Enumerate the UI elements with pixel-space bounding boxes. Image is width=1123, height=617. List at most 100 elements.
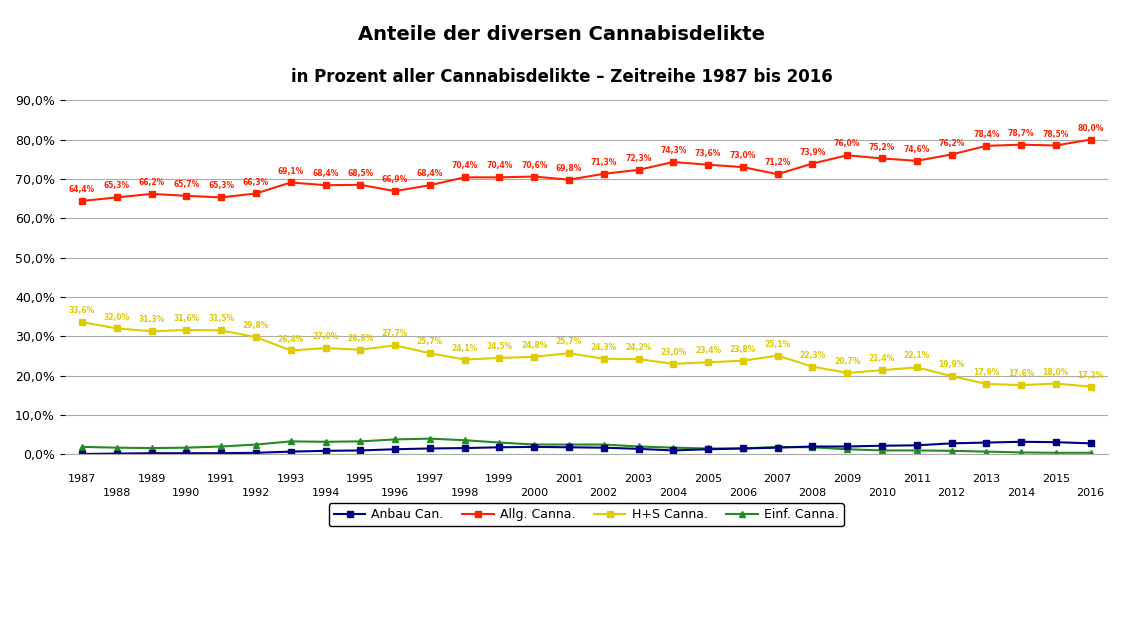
- Allg. Canna.: [249, 190, 263, 197]
- Text: 71,2%: 71,2%: [765, 158, 791, 167]
- Einf. Canna.: [944, 447, 958, 455]
- Text: 24,5%: 24,5%: [486, 342, 512, 351]
- Anbau Can.: [110, 450, 124, 457]
- Text: 72,3%: 72,3%: [626, 154, 651, 163]
- Text: 33,6%: 33,6%: [69, 306, 95, 315]
- H+S Canna.: [1014, 381, 1028, 389]
- Text: 2013: 2013: [973, 474, 1001, 484]
- Text: 2008: 2008: [798, 487, 827, 498]
- Text: 65,3%: 65,3%: [103, 181, 130, 191]
- Text: 65,3%: 65,3%: [208, 181, 235, 191]
- Allg. Canna.: [910, 157, 923, 165]
- Text: 22,1%: 22,1%: [904, 352, 930, 360]
- Text: 25,7%: 25,7%: [417, 337, 442, 346]
- Allg. Canna.: [563, 176, 576, 183]
- Text: 24,1%: 24,1%: [451, 344, 477, 352]
- Text: 68,5%: 68,5%: [347, 169, 374, 178]
- Text: 73,6%: 73,6%: [695, 149, 721, 158]
- Text: 76,0%: 76,0%: [834, 139, 860, 148]
- Einf. Canna.: [458, 436, 472, 444]
- Einf. Canna.: [667, 444, 681, 452]
- Allg. Canna.: [354, 181, 367, 189]
- Text: 1990: 1990: [172, 487, 201, 498]
- H+S Canna.: [389, 342, 402, 349]
- Text: 25,1%: 25,1%: [765, 339, 791, 349]
- Anbau Can.: [702, 445, 715, 453]
- Einf. Canna.: [770, 443, 784, 450]
- Text: 75,2%: 75,2%: [869, 143, 895, 152]
- Allg. Canna.: [458, 173, 472, 181]
- Anbau Can.: [667, 447, 681, 454]
- Einf. Canna.: [110, 444, 124, 452]
- Text: 1995: 1995: [346, 474, 374, 484]
- H+S Canna.: [667, 360, 681, 368]
- Line: H+S Canna.: H+S Canna.: [80, 320, 1094, 389]
- Einf. Canna.: [979, 448, 993, 455]
- H+S Canna.: [145, 328, 158, 335]
- Anbau Can.: [145, 450, 158, 457]
- Anbau Can.: [389, 445, 402, 453]
- Anbau Can.: [875, 442, 888, 449]
- Einf. Canna.: [1049, 449, 1062, 457]
- Anbau Can.: [736, 445, 749, 452]
- Text: 69,8%: 69,8%: [556, 164, 582, 173]
- Text: 25,7%: 25,7%: [556, 337, 582, 346]
- Text: 64,4%: 64,4%: [69, 185, 95, 194]
- Text: 1991: 1991: [207, 474, 236, 484]
- Anbau Can.: [319, 447, 332, 455]
- Einf. Canna.: [840, 445, 853, 453]
- H+S Canna.: [632, 355, 646, 363]
- Allg. Canna.: [702, 161, 715, 168]
- Anbau Can.: [632, 445, 646, 452]
- Text: 2001: 2001: [555, 474, 583, 484]
- Text: 17,2%: 17,2%: [1077, 371, 1104, 379]
- H+S Canna.: [423, 350, 437, 357]
- Text: 68,4%: 68,4%: [417, 169, 444, 178]
- Anbau Can.: [770, 444, 784, 452]
- Text: 66,9%: 66,9%: [382, 175, 409, 184]
- H+S Canna.: [214, 327, 228, 334]
- Anbau Can.: [75, 450, 89, 458]
- Text: 1987: 1987: [67, 474, 97, 484]
- Text: in Prozent aller Cannabisdelikte – Zeitreihe 1987 bis 2016: in Prozent aller Cannabisdelikte – Zeitr…: [291, 68, 832, 86]
- H+S Canna.: [354, 346, 367, 354]
- Anbau Can.: [423, 445, 437, 452]
- Text: 2009: 2009: [833, 474, 861, 484]
- Text: 2014: 2014: [1007, 487, 1035, 498]
- Allg. Canna.: [1084, 136, 1097, 143]
- Allg. Canna.: [493, 173, 506, 181]
- Line: Einf. Canna.: Einf. Canna.: [80, 436, 1094, 455]
- Anbau Can.: [528, 443, 541, 450]
- Text: 73,9%: 73,9%: [800, 147, 825, 157]
- Text: 1997: 1997: [416, 474, 444, 484]
- Text: 26,6%: 26,6%: [347, 334, 374, 343]
- Allg. Canna.: [214, 194, 228, 201]
- H+S Canna.: [284, 347, 298, 354]
- Line: Anbau Can.: Anbau Can.: [80, 439, 1094, 457]
- Anbau Can.: [214, 450, 228, 457]
- Text: 1989: 1989: [137, 474, 166, 484]
- Text: 65,7%: 65,7%: [173, 180, 200, 189]
- H+S Canna.: [458, 356, 472, 363]
- Allg. Canna.: [145, 190, 158, 197]
- Anbau Can.: [805, 443, 819, 450]
- Einf. Canna.: [145, 444, 158, 452]
- H+S Canna.: [736, 357, 749, 365]
- Text: 24,2%: 24,2%: [626, 343, 651, 352]
- Text: 29,8%: 29,8%: [243, 321, 270, 330]
- H+S Canna.: [702, 358, 715, 366]
- Text: 2003: 2003: [624, 474, 652, 484]
- Text: 2002: 2002: [590, 487, 618, 498]
- Anbau Can.: [840, 443, 853, 450]
- Text: 17,9%: 17,9%: [974, 368, 999, 377]
- Text: 1988: 1988: [102, 487, 131, 498]
- Allg. Canna.: [423, 181, 437, 189]
- Anbau Can.: [1084, 440, 1097, 447]
- H+S Canna.: [1049, 380, 1062, 387]
- Text: 23,8%: 23,8%: [730, 345, 756, 354]
- Text: 66,3%: 66,3%: [243, 178, 270, 186]
- Allg. Canna.: [840, 152, 853, 159]
- Einf. Canna.: [702, 445, 715, 452]
- Text: 2010: 2010: [868, 487, 896, 498]
- H+S Canna.: [944, 372, 958, 379]
